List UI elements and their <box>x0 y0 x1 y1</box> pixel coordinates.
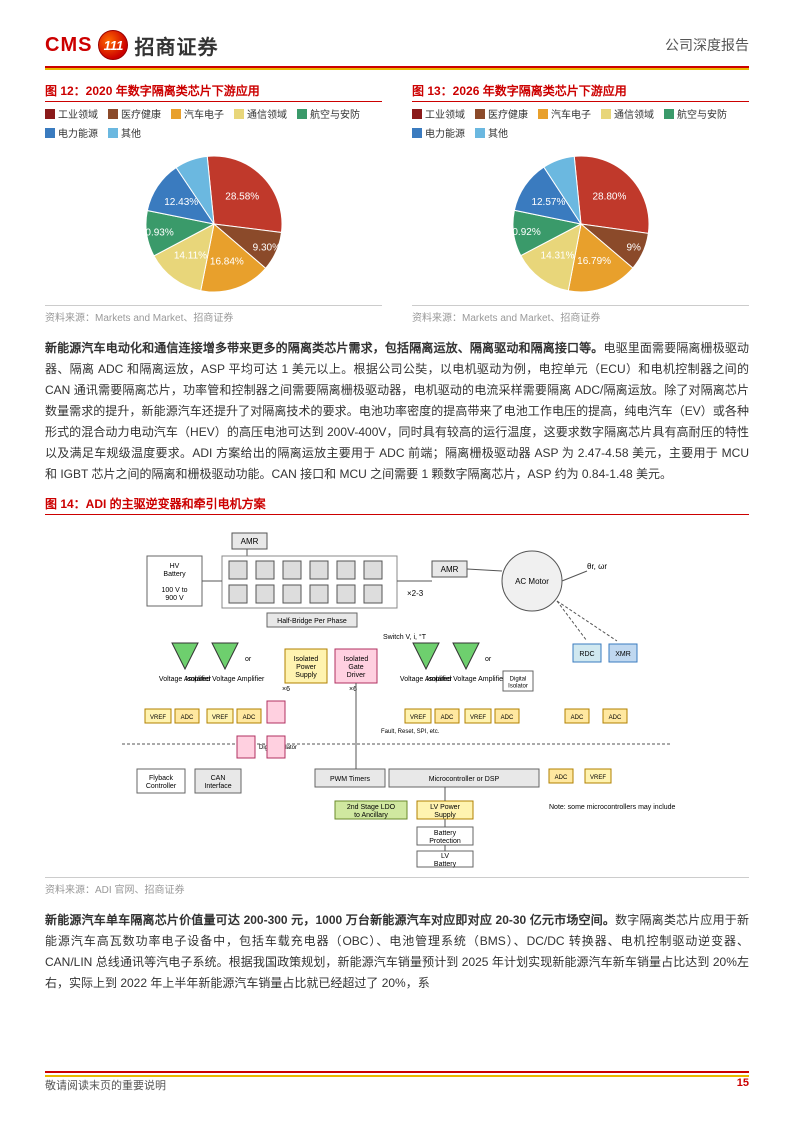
svg-text:or: or <box>485 656 492 663</box>
svg-text:9.30%: 9.30% <box>252 242 280 253</box>
fig13-title: 图 13：2026 年数字隔离类芯片下游应用 <box>412 82 749 102</box>
svg-text:Controller: Controller <box>146 783 177 790</box>
svg-text:VREF: VREF <box>590 775 606 781</box>
svg-text:to Ancillary: to Ancillary <box>354 812 388 819</box>
svg-text:Power: Power <box>296 664 317 671</box>
fig14-source: 资料来源：ADI 官网、招商证券 <box>45 877 749 896</box>
svg-text:ADC: ADC <box>243 715 256 721</box>
svg-text:ADC: ADC <box>501 715 514 721</box>
svg-text:XMR: XMR <box>615 651 631 658</box>
svg-text:Supply: Supply <box>434 812 456 819</box>
svg-text:16.79%: 16.79% <box>577 256 611 267</box>
svg-text:ADC: ADC <box>609 715 622 721</box>
page-header: CMS 111 招商证券 公司深度报告 <box>45 30 749 64</box>
svg-text:Half-Bridge Per Phase: Half-Bridge Per Phase <box>277 618 347 625</box>
svg-text:Flyback: Flyback <box>149 775 174 782</box>
svg-text:VREF: VREF <box>150 715 166 721</box>
svg-text:AC Motor: AC Motor <box>515 577 549 586</box>
svg-text:14.11%: 14.11% <box>173 251 206 262</box>
svg-text:×6: ×6 <box>282 686 290 693</box>
logo-badge: 111 <box>98 30 128 60</box>
svg-text:AMR: AMR <box>241 537 259 546</box>
svg-text:Supply: Supply <box>295 672 317 679</box>
svg-text:Isolated Voltage Amplifier: Isolated Voltage Amplifier <box>427 676 506 683</box>
svg-text:VREF: VREF <box>410 715 426 721</box>
svg-text:14.31%: 14.31% <box>540 251 574 262</box>
svg-text:Battery: Battery <box>163 571 186 578</box>
svg-text:9%: 9% <box>626 243 641 254</box>
svg-text:×2-3: ×2-3 <box>407 589 424 598</box>
svg-text:Driver: Driver <box>347 672 366 679</box>
fig14-title: 图 14：ADI 的主驱逆变器和牵引电机方案 <box>45 495 749 515</box>
fig13-legend: 工业领域医疗健康汽车电子通信领域航空与安防电力能源其他 <box>412 106 749 140</box>
logo: CMS 111 招商证券 <box>45 30 218 60</box>
svg-text:LV Power: LV Power <box>430 804 460 811</box>
svg-text:AMR: AMR <box>441 565 459 574</box>
para2-lead: 新能源汽车单车隔离芯片价值量可达 200-300 元，1000 万台新能源汽车对… <box>45 913 615 927</box>
fig14-diagram: HVBattery100 V to900 VAMRHalf-Bridge Per… <box>117 521 677 873</box>
svg-text:Switch V, i, °T: Switch V, i, °T <box>383 633 427 641</box>
logo-cn: 招商证券 <box>134 31 218 60</box>
svg-text:ADC: ADC <box>181 715 194 721</box>
svg-text:LV: LV <box>441 853 449 860</box>
svg-text:Interface: Interface <box>204 783 231 790</box>
figure-12: 图 12：2020 年数字隔离类芯片下游应用 工业领域医疗健康汽车电子通信领域航… <box>45 82 382 324</box>
svg-text:ADC: ADC <box>441 715 454 721</box>
svg-text:Fault, Reset, SPI, etc.: Fault, Reset, SPI, etc. <box>381 729 440 735</box>
svg-text:PWM Timers: PWM Timers <box>330 776 371 783</box>
page-number: 15 <box>737 1077 749 1093</box>
figure-14: 图 14：ADI 的主驱逆变器和牵引电机方案 HVBattery100 V to… <box>45 495 749 896</box>
svg-text:ADC: ADC <box>571 715 584 721</box>
figure-13: 图 13：2026 年数字隔离类芯片下游应用 工业领域医疗健康汽车电子通信领域航… <box>412 82 749 324</box>
svg-text:Battery: Battery <box>434 830 457 837</box>
svg-text:Microcontroller or DSP: Microcontroller or DSP <box>429 776 500 783</box>
footer-note: 敬请阅读末页的重要说明 <box>45 1077 166 1093</box>
svg-text:Isolator: Isolator <box>508 683 528 689</box>
figures-row: 图 12：2020 年数字隔离类芯片下游应用 工业领域医疗健康汽车电子通信领域航… <box>45 82 749 324</box>
svg-text:Battery: Battery <box>434 861 457 868</box>
svg-text:12.57%: 12.57% <box>531 197 565 208</box>
fig12-legend: 工业领域医疗健康汽车电子通信领域航空与安防电力能源其他 <box>45 106 382 140</box>
svg-text:VREF: VREF <box>470 715 486 721</box>
fig12-pie: 28.58% 9.30% 16.84%14.11% 10.93% 12.43% <box>114 146 314 301</box>
svg-text:Gate: Gate <box>348 664 363 671</box>
fig12-title: 图 12：2020 年数字隔离类芯片下游应用 <box>45 82 382 102</box>
svg-text:16.84%: 16.84% <box>209 256 243 267</box>
svg-text:12.43%: 12.43% <box>164 197 198 208</box>
para1-rest: 电驱里面需要隔离栅极驱动器、隔离 ADC 和隔离运放，ASP 平均可达 1 美元… <box>45 341 749 481</box>
svg-text:Protection: Protection <box>429 838 461 845</box>
svg-text:Isolated: Isolated <box>294 656 319 663</box>
svg-text:HV: HV <box>170 563 180 570</box>
fig13-source: 资料来源：Markets and Market、招商证券 <box>412 305 749 324</box>
svg-text:θr, ωr: θr, ωr <box>587 562 607 571</box>
svg-text:Digital: Digital <box>510 677 527 683</box>
svg-text:2nd Stage LDO: 2nd Stage LDO <box>347 804 396 811</box>
svg-text:10.92%: 10.92% <box>506 227 540 238</box>
svg-text:28.80%: 28.80% <box>592 192 626 203</box>
svg-text:CAN: CAN <box>211 775 226 782</box>
svg-text:Note: some microcontrollers ma: Note: some microcontrollers may include … <box>549 804 677 811</box>
logo-cms: CMS <box>45 34 92 57</box>
svg-text:RDC: RDC <box>579 651 594 658</box>
page-footer: 敬请阅读末页的重要说明 15 <box>45 1071 749 1093</box>
doc-type: 公司深度报告 <box>665 35 749 55</box>
svg-text:10.93%: 10.93% <box>139 227 173 238</box>
svg-text:Isolated Voltage Amplifier: Isolated Voltage Amplifier <box>186 676 265 683</box>
svg-text:VREF: VREF <box>212 715 228 721</box>
para1-lead: 新能源汽车电动化和通信连接增多带来更多的隔离类芯片需求，包括隔离运放、隔离驱动和… <box>45 341 603 355</box>
paragraph-2: 新能源汽车单车隔离芯片价值量可达 200-300 元，1000 万台新能源汽车对… <box>45 910 749 994</box>
svg-text:Isolated: Isolated <box>344 656 369 663</box>
paragraph-1: 新能源汽车电动化和通信连接增多带来更多的隔离类芯片需求，包括隔离运放、隔离驱动和… <box>45 338 749 485</box>
header-rule-gold <box>45 68 749 70</box>
fig12-source: 资料来源：Markets and Market、招商证券 <box>45 305 382 324</box>
svg-text:28.58%: 28.58% <box>225 191 259 202</box>
fig13-pie: 28.80% 9% 16.79%14.31% 10.92% 12.57% <box>481 146 681 301</box>
svg-text:900 V: 900 V <box>165 595 184 602</box>
svg-text:ADC: ADC <box>555 775 568 781</box>
svg-text:or: or <box>245 656 252 663</box>
svg-text:100 V to: 100 V to <box>161 587 187 594</box>
